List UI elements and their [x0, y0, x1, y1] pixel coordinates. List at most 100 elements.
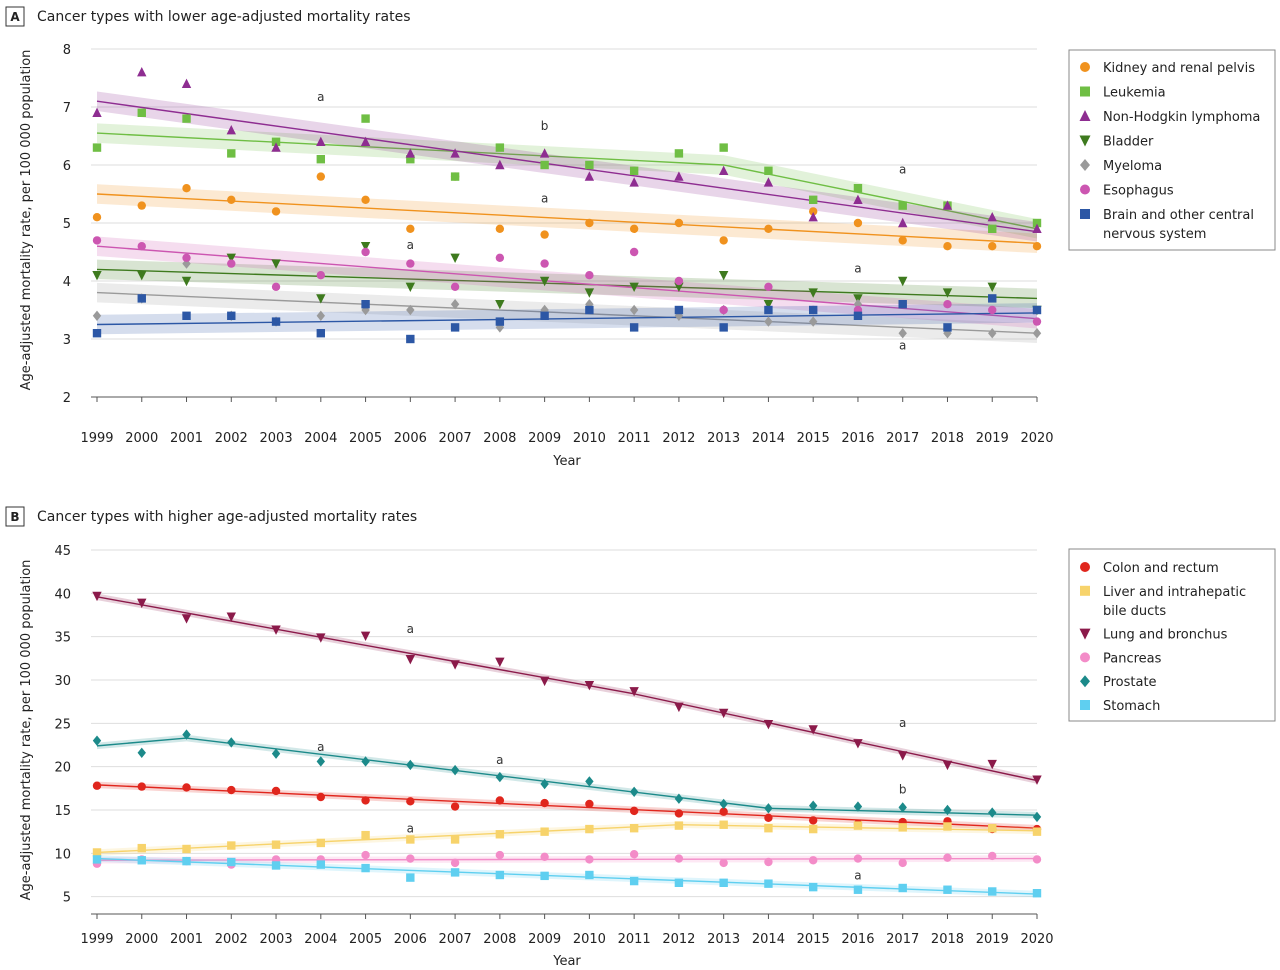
x-tick-label: 2018 [931, 932, 964, 947]
y-tick-label: 4 [63, 275, 71, 290]
data-point [898, 328, 907, 339]
legend-label: Kidney and renal pelvis [1103, 61, 1255, 76]
data-point [405, 655, 416, 665]
legend-label-line: Prostate [1103, 675, 1157, 690]
data-point [763, 177, 774, 187]
data-point [1032, 775, 1042, 785]
data-point [943, 323, 952, 332]
data-point [853, 821, 863, 830]
data-point [674, 282, 684, 292]
data-point [942, 760, 953, 771]
x-tick-label: 2006 [394, 932, 427, 947]
y-tick-label: 20 [54, 761, 71, 776]
data-point [584, 171, 595, 181]
data-point [92, 735, 102, 746]
legend-label: Non-Hodgkin lymphoma [1103, 110, 1260, 125]
data-point [764, 803, 773, 814]
x-tick-label: 2015 [797, 431, 830, 446]
data-point [92, 591, 102, 602]
data-point [316, 294, 326, 304]
data-point [853, 885, 863, 894]
panel-letter: A [10, 10, 20, 24]
data-point [227, 195, 236, 204]
data-point [271, 142, 281, 152]
data-point [719, 143, 728, 152]
panel-letter-box [5, 6, 25, 27]
legend-label-line: Stomach [1103, 699, 1160, 714]
data-point [718, 165, 729, 175]
data-point [540, 798, 549, 808]
legend-label-line: Myeloma [1103, 159, 1162, 174]
trend-line [96, 132, 1038, 230]
data-point [271, 625, 281, 635]
legend-marker [1080, 562, 1090, 572]
data-point [1032, 242, 1042, 251]
data-point [629, 304, 639, 316]
legend-marker [1080, 675, 1090, 688]
annotation-label: a [496, 753, 503, 767]
data-point [316, 155, 326, 164]
data-point [450, 764, 460, 776]
x-tick-label: 2018 [931, 431, 964, 446]
x-tick-label: 2000 [125, 431, 158, 446]
data-point [271, 786, 281, 796]
data-point [495, 159, 505, 170]
x-tick-label: 2015 [797, 932, 830, 947]
data-point [764, 824, 773, 833]
data-point [585, 870, 594, 880]
data-point [495, 253, 505, 262]
data-point [92, 271, 102, 281]
legend-marker [1080, 184, 1090, 195]
data-point [943, 822, 952, 831]
data-point [406, 835, 415, 844]
x-tick-label: 2009 [528, 431, 561, 446]
data-point [763, 720, 774, 730]
data-point [674, 854, 684, 863]
data-point [898, 823, 907, 832]
x-tick-label: 2019 [976, 932, 1009, 947]
data-point [987, 282, 997, 292]
data-point [764, 305, 773, 315]
x-tick-label: 2016 [841, 431, 874, 446]
legend-label: Brain and other central nervous system [1103, 208, 1254, 242]
y-tick-label: 2 [63, 391, 71, 406]
y-tick-label: 5 [63, 891, 71, 906]
data-point [988, 305, 997, 315]
legend-box [1068, 49, 1276, 251]
annotation-label: a [407, 822, 414, 836]
data-point [943, 300, 952, 309]
x-tick-label: 2011 [618, 431, 651, 446]
annotation-label: a [899, 163, 906, 177]
data-point [137, 782, 146, 791]
x-tick-label: 2004 [304, 932, 337, 947]
data-point [92, 107, 102, 117]
data-point [227, 149, 236, 158]
x-tick-label: 2005 [349, 431, 382, 446]
data-point [182, 114, 191, 123]
legend-label-line: nervous system [1103, 227, 1206, 242]
trend-line [96, 100, 1038, 233]
annotation-label: a [541, 192, 548, 206]
data-point [182, 856, 191, 866]
legend-label: Bladder [1103, 135, 1154, 150]
data-point [719, 236, 728, 245]
data-point [808, 288, 818, 298]
data-point [629, 824, 639, 833]
x-tick-label: 2010 [573, 431, 606, 446]
x-tick-label: 2002 [215, 932, 248, 947]
data-point [629, 687, 639, 697]
data-point [629, 806, 639, 816]
data-point [182, 844, 191, 854]
data-point [360, 631, 371, 641]
data-point [92, 236, 102, 245]
data-point [406, 759, 415, 771]
data-point [943, 804, 952, 816]
data-point [943, 242, 952, 251]
data-point [719, 798, 728, 810]
data-point [360, 136, 371, 146]
data-point [808, 824, 818, 834]
data-point [227, 841, 236, 850]
data-point [764, 857, 773, 867]
x-tick-label: 2002 [215, 431, 248, 446]
data-point [406, 155, 415, 164]
